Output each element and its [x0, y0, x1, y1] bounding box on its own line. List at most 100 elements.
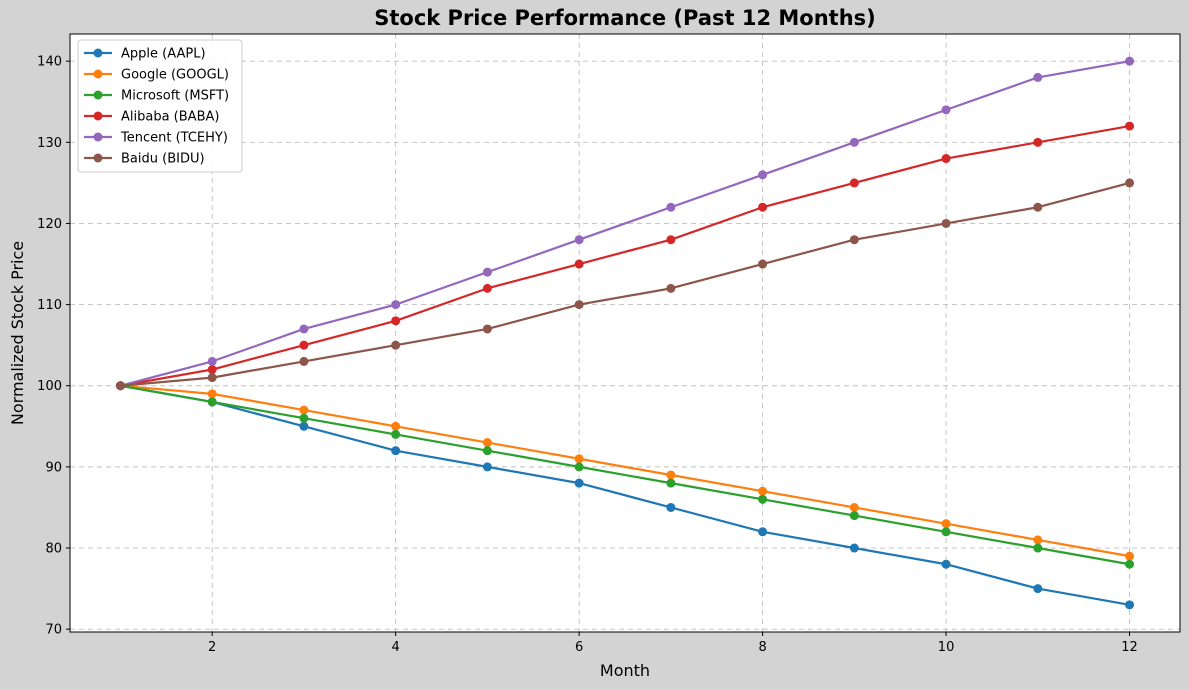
data-point — [207, 373, 217, 383]
x-tick-label: 12 — [1121, 640, 1138, 655]
x-axis-label: Month — [600, 661, 650, 680]
data-point — [1125, 121, 1135, 131]
data-point — [758, 259, 768, 269]
data-point — [299, 340, 309, 350]
data-point — [391, 316, 401, 326]
series-5 — [115, 178, 1135, 391]
data-point — [574, 259, 584, 269]
x-axis: 2 4 6 8 10 12 — [208, 632, 1138, 655]
x-tick-label: 6 — [575, 640, 583, 655]
legend-marker — [93, 153, 103, 163]
series-line — [120, 60, 1130, 387]
legend-marker — [93, 69, 103, 79]
legend-label: Apple (AAPL) — [121, 47, 206, 62]
series-line — [120, 384, 1130, 566]
legend-label: Alibaba (BABA) — [121, 110, 219, 125]
chart-title: Stock Price Performance (Past 12 Months) — [374, 6, 876, 30]
data-point — [1033, 202, 1043, 212]
y-tick-label: 110 — [37, 298, 62, 313]
data-point — [299, 413, 309, 423]
x-tick-label: 2 — [208, 640, 216, 655]
data-point — [574, 462, 584, 472]
data-point — [1033, 584, 1043, 594]
legend-item: Tencent (TCEHY) — [84, 131, 228, 146]
legend-label: Microsoft (MSFT) — [121, 89, 229, 104]
data-point — [299, 324, 309, 334]
data-point — [299, 421, 309, 431]
legend: Apple (AAPL) Google (GOOGL) Microsoft (MSF… — [77, 39, 243, 173]
data-point — [941, 218, 951, 228]
y-tick-label: 100 — [37, 379, 62, 394]
y-axis: 70 80 90 100 110 120 130 140 — [37, 55, 70, 638]
data-point — [666, 202, 676, 212]
legend-marker — [93, 111, 103, 121]
y-axis-label: Normalized Stock Price — [8, 241, 27, 425]
data-point — [1125, 178, 1135, 188]
data-point — [1125, 559, 1135, 569]
data-point — [299, 405, 309, 415]
data-point — [941, 105, 951, 115]
data-point — [666, 478, 676, 488]
y-tick-label: 120 — [37, 217, 62, 232]
data-point — [849, 178, 859, 188]
y-tick-label: 130 — [37, 136, 62, 151]
legend-item: Baidu (BIDU) — [84, 152, 205, 167]
legend-label: Google (GOOGL) — [121, 68, 229, 83]
data-point — [849, 235, 859, 245]
series-line — [120, 125, 1130, 387]
y-tick-label: 90 — [45, 460, 62, 475]
legend-label: Tencent (TCEHY) — [120, 131, 228, 146]
data-point — [1033, 72, 1043, 82]
data-point — [207, 365, 217, 375]
data-point — [1125, 551, 1135, 561]
data-point — [666, 235, 676, 245]
data-point — [666, 502, 676, 512]
legend-item: Microsoft (MSFT) — [84, 89, 229, 104]
data-point — [482, 283, 492, 293]
data-point — [1125, 600, 1135, 610]
data-point — [1033, 535, 1043, 545]
data-point — [941, 559, 951, 569]
data-point — [666, 470, 676, 480]
data-point — [391, 429, 401, 439]
y-tick-label: 80 — [45, 542, 62, 557]
legend-item: Alibaba (BABA) — [84, 110, 219, 125]
y-tick-label: 140 — [37, 55, 62, 70]
data-point — [115, 381, 125, 391]
data-point — [758, 170, 768, 180]
data-point — [849, 137, 859, 147]
data-point — [1033, 543, 1043, 553]
legend-marker — [93, 132, 103, 142]
data-point — [849, 543, 859, 553]
series-line — [120, 181, 1130, 387]
data-point — [482, 462, 492, 472]
legend-label: Baidu (BIDU) — [121, 152, 205, 167]
grid — [70, 34, 1180, 632]
data-point — [299, 356, 309, 366]
data-point — [391, 446, 401, 456]
data-point — [574, 478, 584, 488]
data-point — [849, 502, 859, 512]
data-point — [574, 235, 584, 245]
x-tick-label: 10 — [938, 640, 955, 655]
data-point — [482, 446, 492, 456]
data-point — [574, 300, 584, 310]
data-point — [391, 300, 401, 310]
series-line — [120, 384, 1130, 606]
data-point — [207, 356, 217, 366]
series-line — [120, 384, 1130, 558]
data-point — [1033, 137, 1043, 147]
data-point — [207, 389, 217, 399]
plot-frame — [69, 33, 1181, 633]
legend-marker — [93, 48, 103, 58]
data-point — [758, 527, 768, 537]
series-1 — [115, 381, 1135, 561]
data-point — [391, 421, 401, 431]
data-point — [941, 519, 951, 529]
data-point — [941, 527, 951, 537]
data-point — [482, 324, 492, 334]
data-point — [207, 397, 217, 407]
legend-marker — [93, 90, 103, 100]
data-point — [574, 454, 584, 464]
